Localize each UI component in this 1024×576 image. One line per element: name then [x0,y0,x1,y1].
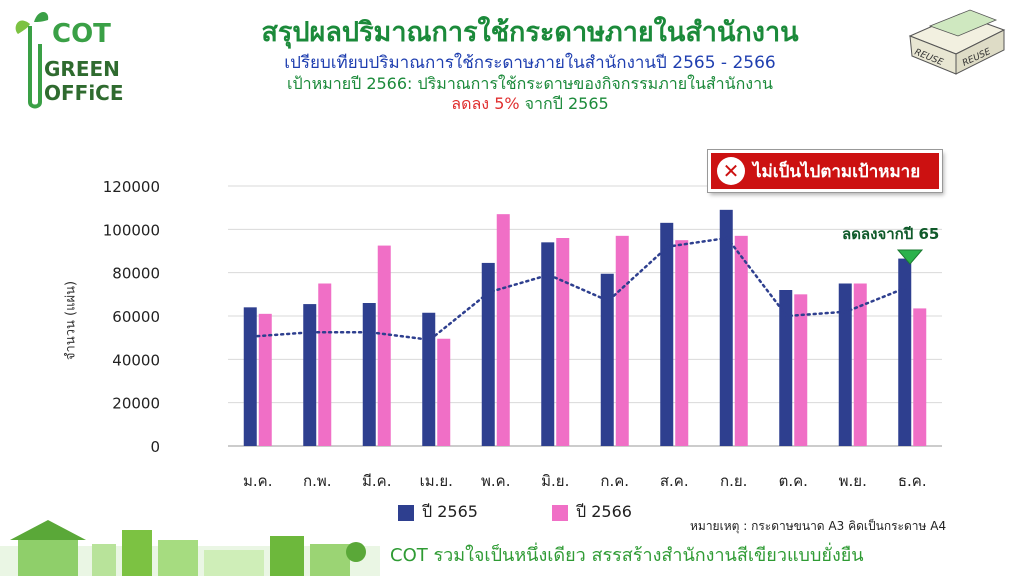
paperclip-icon [28,26,42,109]
reuse-box-icon: REUSE REUSE [908,9,1006,75]
legend-label-2566: ปี 2566 [576,502,632,521]
leaf-icon [15,20,30,34]
bar-2565 [779,290,793,446]
leaf-icon [34,12,49,22]
logo-line3: OFFiCE [44,81,124,105]
bar-2565 [243,307,257,446]
status-badge: ✕ ไม่เป็นไปตามเป้าหมาย [708,150,942,192]
target-red-text: ลดลง 5% [451,94,520,113]
y-tick-label: 120000 [103,178,160,196]
target-rest-text: จากปี 2565 [524,94,609,113]
bar-2566 [675,240,689,446]
bar-2566 [794,294,808,446]
bar-2566 [377,245,391,446]
legend-swatch-2566 [552,504,568,521]
status-badge-text: ไม่เป็นไปตามเป้าหมาย [753,161,921,182]
x-tick-label: ม.ค. [243,472,272,490]
x-tick-label: ธ.ค. [898,472,927,490]
decline-annotation: ลดลงจากปี 65 [842,225,940,243]
green-city-illustration [0,520,380,576]
footer-slogan: COT รวมใจเป็นหนึ่งเดียว สรรสร้างสำนักงาน… [390,545,864,566]
y-tick-label: 60000 [112,308,160,326]
legend-label-2565: ปี 2565 [422,502,478,521]
x-tick-label: พ.ย. [839,472,867,490]
bar-2565 [838,283,852,446]
header: สรุปผลปริมาณการใช้กระดาษภายในสำนักงาน เป… [150,14,910,114]
page-title: สรุปผลปริมาณการใช้กระดาษภายในสำนักงาน [261,17,799,48]
legend-swatch-2565 [398,504,414,521]
cot-green-office-logo: COT GREEN OFFiCE [15,12,124,109]
y-axis-label: จำนวน (แผ่น) [63,280,79,361]
legend-item-2565: ปี 2565 [398,500,478,525]
x-tick-label: ส.ค. [660,472,689,490]
y-tick-label: 40000 [112,351,160,369]
y-axis-label-box: จำนวน (แผ่น) [60,260,80,380]
y-tick-label: 80000 [112,265,160,283]
bar-2565 [660,222,674,446]
bar-2566 [496,214,510,446]
x-tick-label: ก.ย. [720,472,747,490]
bar-2566 [853,283,867,446]
bar-2565 [362,303,376,446]
y-tick-label: 0 [150,438,160,456]
bar-2565 [898,258,912,446]
bar-2566 [318,283,332,446]
bar-2566 [913,308,927,446]
x-tick-label: ก.ค. [600,472,629,490]
trendline-2565 [250,236,907,342]
x-tick-label: ก.พ. [303,472,332,490]
x-tick-label: มิ.ย. [541,472,569,490]
y-tick-label: 100000 [103,221,160,239]
bar-2566 [734,235,748,446]
logo-line2: GREEN [44,57,120,81]
bar-2566 [258,313,272,446]
target-text: เป้าหมายปี 2566: ปริมาณการใช้กระดาษของกิ… [287,74,773,93]
x-tick-label: เม.ย. [420,472,453,490]
footnote: หมายเหตุ : กระดาษขนาด A3 คิดเป็นกระดาษ A… [690,519,947,533]
bar-2566 [437,338,451,446]
bar-2565 [303,304,317,446]
bar-2565 [719,209,733,446]
bar-2565 [481,262,495,446]
page-subtitle: เปรียบเทียบปริมาณการใช้กระดาษภายในสำนักง… [284,53,776,73]
x-tick-label: พ.ค. [481,472,510,490]
target-line: ลดลง 5% จากปี 2565 [150,94,910,114]
legend-item-2566: ปี 2566 [552,500,632,525]
x-tick-label: มี.ค. [362,472,391,490]
bar-2565 [541,242,555,446]
down-triangle-icon [896,249,924,265]
bar-2565 [422,312,436,446]
bar-2565 [600,273,614,446]
bar-2566 [615,235,629,446]
bar-2566 [556,238,570,446]
x-tick-label: ต.ค. [779,472,808,490]
y-tick-label: 20000 [112,395,160,413]
logo-line1: COT [52,19,111,49]
x-icon: ✕ [717,157,745,185]
